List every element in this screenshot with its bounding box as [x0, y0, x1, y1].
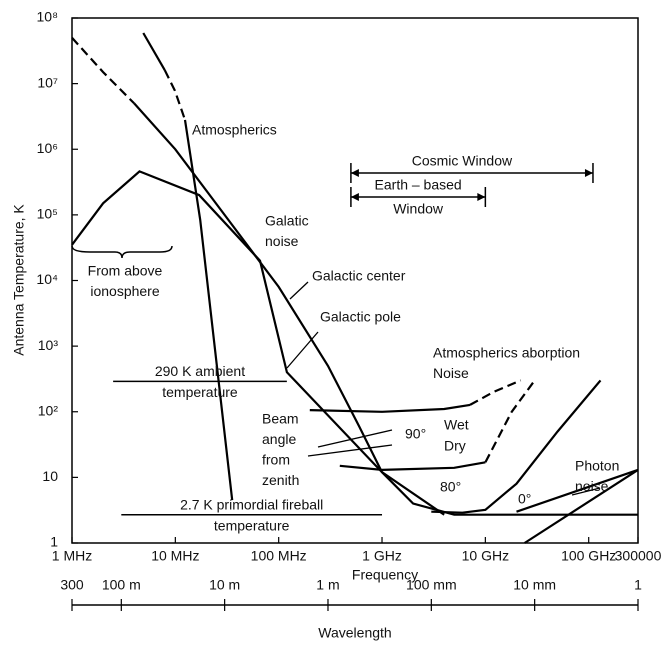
annotation: 0° — [518, 491, 531, 507]
reference-label: 290 K ambient — [155, 363, 245, 379]
annotation: Beam — [262, 411, 299, 427]
arrow-head — [350, 169, 359, 177]
annotation: ionosphere — [90, 283, 159, 299]
annotation: 90° — [405, 426, 426, 442]
y-tick-label: 10⁸ — [37, 9, 59, 25]
curve — [339, 461, 486, 472]
curve — [133, 102, 638, 516]
arrow — [289, 281, 309, 300]
x-tick-label: 100 GHz — [561, 548, 616, 564]
annotation: from — [262, 452, 290, 468]
curve — [142, 32, 166, 71]
x-tick-label: 10 GHz — [462, 548, 509, 564]
annotation: Galactic pole — [320, 309, 401, 325]
annotation: Dry — [444, 438, 466, 454]
curve — [71, 37, 135, 105]
window-label: Earth – based — [375, 177, 462, 193]
x-axis-title: Frequency — [352, 567, 418, 583]
annotation-arrows — [286, 281, 601, 496]
y-tick-label: 10⁴ — [36, 271, 58, 287]
arrow-head — [350, 193, 359, 201]
y-tick-label: 10⁵ — [37, 206, 58, 222]
annotation: noise — [575, 478, 609, 494]
arrow — [317, 429, 393, 448]
reference-label: 2.7 K primordial fireball — [180, 496, 323, 512]
y-tick-label: 10⁷ — [37, 74, 58, 90]
wavelength-tick-label: 100 m — [102, 577, 141, 593]
x-tick-label: 1 MHz — [52, 548, 92, 564]
wavelength-tick-label: 300 — [60, 577, 84, 593]
arrow-head — [477, 193, 486, 201]
y-tick-label: 10 — [42, 468, 58, 484]
wavelength-tick-label: 10 mm — [513, 577, 556, 593]
wavelength-tick-label: 1 m — [316, 577, 339, 593]
curve — [469, 379, 522, 406]
y-tick-label: 10² — [38, 402, 59, 418]
annotation: Wet — [444, 417, 469, 433]
curve — [183, 119, 234, 501]
x-tick-label: 300000 — [615, 548, 662, 564]
y-tick-label: 10⁶ — [37, 140, 58, 156]
window-label: Cosmic Window — [412, 153, 513, 169]
curve — [71, 170, 445, 516]
annotation: angle — [262, 431, 296, 447]
arrow — [571, 487, 601, 496]
curve — [163, 69, 187, 121]
x-tick-label: 1 GHz — [362, 548, 402, 564]
annotation: Galatic — [265, 213, 309, 229]
x-tick-label: 100 MHz — [251, 548, 307, 564]
arrow — [307, 444, 393, 457]
curve — [431, 379, 602, 514]
wavelength-tick-label: 1 — [634, 577, 642, 593]
brace — [71, 245, 173, 259]
curve — [309, 403, 471, 413]
curve — [516, 468, 639, 513]
annotation: From above — [88, 263, 163, 279]
annotation: Galactic center — [312, 268, 406, 284]
annotation: 80° — [440, 479, 461, 495]
y-tick-label: 1 — [50, 534, 58, 550]
annotation: Atmospherics aborption — [433, 345, 580, 361]
reference-label: temperature — [214, 517, 290, 533]
annotation: Photon — [575, 458, 619, 474]
reference-label: temperature — [162, 384, 238, 400]
annotation: Noise — [433, 365, 469, 381]
wavelength-tick-label: 100 mm — [406, 577, 457, 593]
y-axis-title: Antenna Temperature, K — [11, 204, 27, 356]
curve — [524, 468, 639, 544]
annotation: noise — [265, 233, 299, 249]
curve — [484, 379, 536, 463]
arrow — [286, 331, 319, 369]
y-tick-label: 10³ — [38, 337, 59, 353]
wavelength-tick-label: 10 m — [209, 577, 240, 593]
annotation: zenith — [262, 472, 299, 488]
wavelength-axis-title: Wavelength — [318, 625, 391, 641]
arrow-head — [584, 169, 593, 177]
x-tick-label: 10 MHz — [151, 548, 199, 564]
window-label: Window — [393, 201, 444, 217]
annotation: Atmospherics — [192, 122, 277, 138]
